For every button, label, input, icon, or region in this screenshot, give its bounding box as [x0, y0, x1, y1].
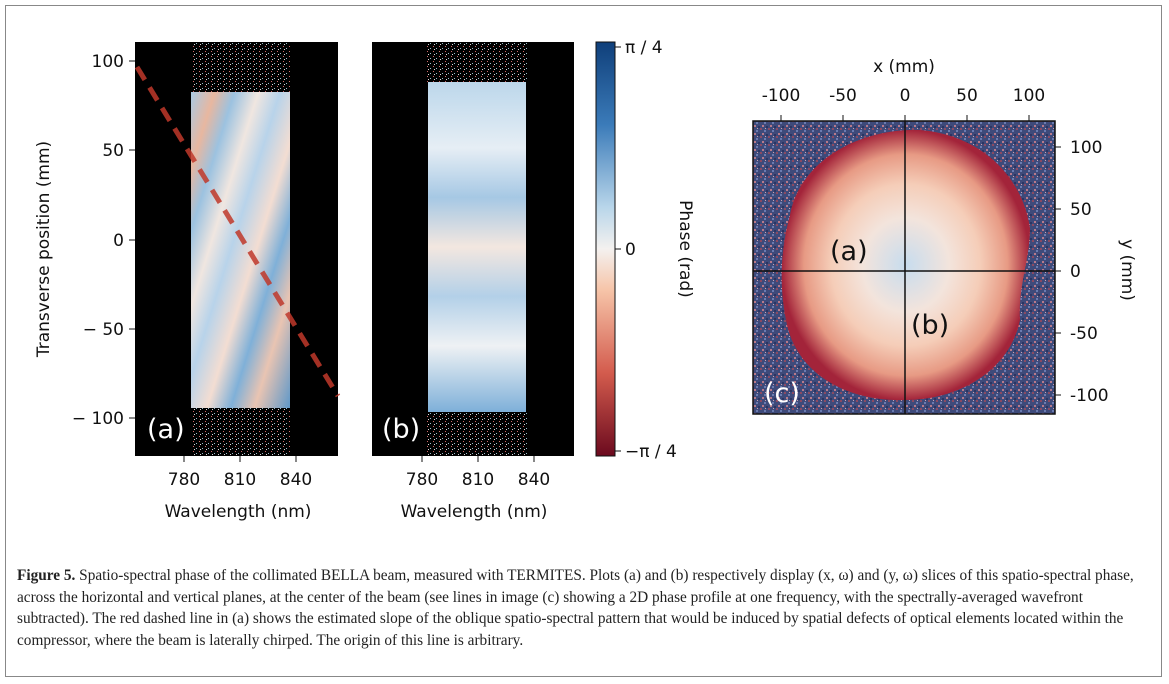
x-tick-label: 810 — [462, 470, 494, 490]
x-tick-label: -100 — [762, 86, 801, 106]
panel-c-x-label: x (mm) — [873, 57, 935, 77]
x-tick-label: 50 — [956, 86, 978, 106]
panel-b-noise-top — [425, 42, 528, 82]
panel-b: (b) 780 810 840 Wavelength (nm) — [372, 42, 574, 522]
y-tick-label: 0 — [113, 231, 124, 251]
x-tick-label: 840 — [280, 470, 312, 490]
x-tick-label: 780 — [406, 470, 438, 490]
figure-frame — [5, 5, 1162, 677]
y-tick-label: 50 — [1070, 200, 1092, 220]
caption-title: Figure 5. — [17, 567, 76, 584]
x-tick-label: 780 — [168, 470, 200, 490]
panel-a-y-label: Transverse position (mm) — [34, 141, 54, 358]
panel-a-noise-bottom — [191, 408, 290, 456]
x-tick-label: 100 — [1013, 86, 1045, 106]
beam-phase-profile — [781, 129, 1030, 401]
colorbar-tick-label: −π / 4 — [625, 442, 677, 462]
colorbar-tick-label: 0 — [625, 240, 636, 260]
colorbar: π / 4 0 −π / 4 Phase (rad) — [595, 38, 695, 462]
panel-a-x-label: Wavelength (nm) — [165, 502, 312, 522]
x-tick-label: -50 — [829, 86, 857, 106]
y-tick-label: − 50 — [83, 320, 124, 340]
y-tick-label: 100 — [92, 52, 124, 72]
y-tick-label: -100 — [1070, 386, 1109, 406]
panel-b-label: (b) — [382, 414, 420, 445]
panel-b-noise-bottom — [425, 412, 528, 456]
panel-b-phase-map — [428, 82, 526, 412]
colorbar-gradient — [595, 41, 616, 457]
panel-c-line-b-label: (b) — [911, 310, 949, 341]
x-tick-label: 840 — [518, 470, 550, 490]
panel-a-label: (a) — [147, 414, 185, 445]
panel-c-y-label: y (mm) — [1117, 239, 1137, 301]
panel-c-x-axis: x (mm) -100 -50 0 50 100 — [762, 57, 1045, 121]
panel-c-line-a-label: (a) — [830, 236, 868, 267]
y-tick-label: 50 — [102, 141, 124, 161]
y-tick-label: 100 — [1070, 138, 1102, 158]
colorbar-tick-label: π / 4 — [625, 38, 663, 58]
panel-c-y-axis: 100 50 0 -50 -100 y (mm) — [1055, 138, 1137, 406]
y-tick-label: − 100 — [72, 409, 124, 429]
panel-a-y-axis: 100 50 0 − 50 − 100 Transverse position … — [34, 52, 135, 429]
x-tick-label: 810 — [224, 470, 256, 490]
panel-a-x-axis: 780 810 840 Wavelength (nm) — [165, 456, 312, 522]
caption-text: Spatio-spectral phase of the collimated … — [17, 567, 1134, 649]
panel-a-noise-top — [191, 42, 290, 92]
y-tick-label: -50 — [1070, 324, 1098, 344]
dashed-slope-line — [134, 65, 341, 398]
panel-c: (a) (b) (c) x (mm) -100 -50 0 50 100 100… — [752, 57, 1137, 415]
panel-a-phase-map — [191, 92, 290, 408]
figure-caption: Figure 5. Spatio-spectral phase of the c… — [17, 565, 1152, 651]
y-tick-label: 0 — [1070, 262, 1081, 282]
panel-a: (a) 100 50 0 − 50 − 100 Transverse posit… — [34, 42, 341, 522]
panel-c-label: (c) — [764, 378, 800, 409]
panel-b-x-label: Wavelength (nm) — [401, 502, 548, 522]
colorbar-label: Phase (rad) — [675, 200, 695, 298]
x-tick-label: 0 — [900, 86, 911, 106]
panel-b-x-axis: 780 810 840 Wavelength (nm) — [401, 456, 550, 522]
